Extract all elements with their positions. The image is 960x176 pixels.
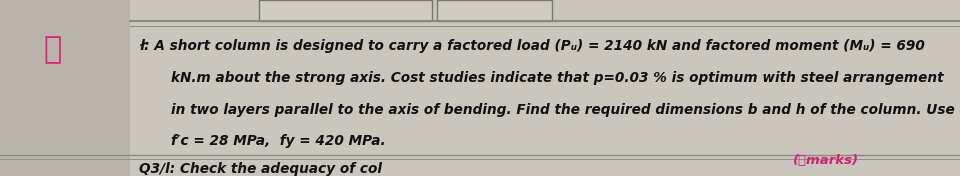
Text: Q3/l: Check the adequacy of col: Q3/l: Check the adequacy of col [139,162,382,176]
Bar [259,0,432,21]
Bar [0,0,130,176]
Text: in two layers parallel to the axis of bending. Find the required dimensions b an: in two layers parallel to the axis of be… [171,103,954,117]
Text: f′c = 28 MPa,  fy = 420 MPa.: f′c = 28 MPa, fy = 420 MPa. [171,134,386,148]
Text: kN.m about the strong axis. Cost studies indicate that p=0.03 % is optimum with : kN.m about the strong axis. Cost studies… [171,71,944,85]
Text: (🌸marks): (🌸marks) [793,154,859,167]
Text: 🦋: 🦋 [43,35,62,64]
Text: ł: A short column is designed to carry a factored load (Pᵤ) = 2140 kN and factor: ł: A short column is designed to carry a… [139,39,925,53]
Bar [437,0,552,21]
